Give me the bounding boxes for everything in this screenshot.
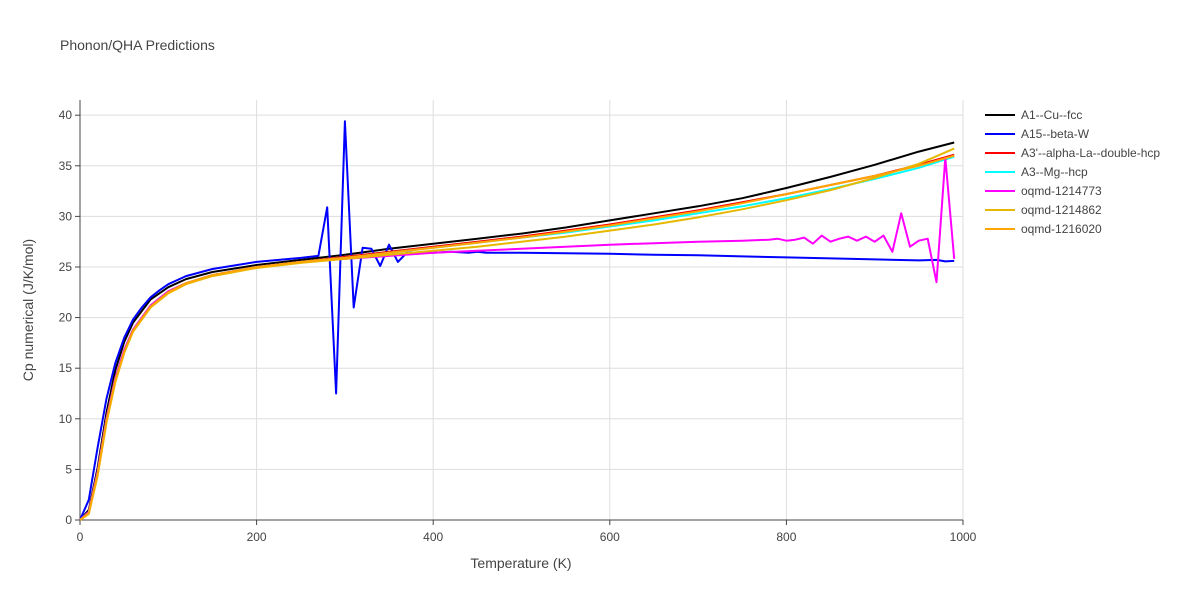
plot-area [79,120,956,521]
x-tick-label: 600 [600,530,620,544]
chart-title: Phonon/QHA Predictions [60,37,215,53]
series-line-a3-mg-hcp[interactable] [79,155,955,521]
legend-label: A3'--alpha-La--double-hcp [1021,146,1160,160]
legend-item-oqmd-1214862[interactable]: oqmd-1214862 [985,203,1102,217]
legend-item-oqmd-1216020[interactable]: oqmd-1216020 [985,222,1102,236]
series-line-oqmd-1214773[interactable] [79,156,956,521]
x-tick-label: 800 [776,530,796,544]
legend-label: A3--Mg--hcp [1021,165,1088,179]
series-line-oqmd-1216020[interactable] [79,154,955,521]
legend-label: A1--Cu--fcc [1021,108,1082,122]
legend-item-a3-mg-hcp[interactable]: A3--Mg--hcp [985,165,1088,179]
y-tick-label: 15 [59,361,73,375]
grid-lines [79,100,964,521]
y-tick-label: 5 [65,462,72,476]
legend-label: oqmd-1214773 [1021,184,1102,198]
y-tick-label: 25 [59,260,73,274]
y-tick-label: 35 [59,159,73,173]
x-tick-label: 200 [247,530,267,544]
series-line-oqmd-1214862[interactable] [79,147,955,521]
y-axis-title: Cp numerical (J/K/mol) [20,239,36,381]
x-tick-label: 0 [77,530,84,544]
y-tick-label: 0 [65,513,72,527]
series-line-a15-beta-w[interactable] [79,120,955,521]
axes: 0 200 400 600 800 1000 0 5 10 15 20 25 30 35 40 [59,100,977,544]
y-tick-label: 20 [59,311,73,325]
x-tick-label: 400 [423,530,443,544]
legend-item-a1-cu-fcc[interactable]: A1--Cu--fcc [985,108,1082,122]
y-tick-label: 10 [59,412,73,426]
x-axis-title: Temperature (K) [470,555,571,571]
x-tick-label: 1000 [950,530,977,544]
legend-label: oqmd-1214862 [1021,203,1102,217]
series-line-a1-cu-fcc[interactable] [79,141,955,521]
y-tick-label: 30 [59,209,73,223]
legend-label: A15--beta-W [1021,127,1090,141]
legend[interactable]: A1--Cu--fcc A15--beta-W A3'--alpha-La--dou… [985,108,1160,236]
legend-item-a3-alpha-la-double-hcp[interactable]: A3'--alpha-La--double-hcp [985,146,1160,160]
legend-label: oqmd-1216020 [1021,222,1102,236]
y-tick-label: 40 [59,108,73,122]
series-line-a3-alpha-la-double-hcp[interactable] [79,153,955,521]
legend-item-oqmd-1214773[interactable]: oqmd-1214773 [985,184,1102,198]
legend-item-a15-beta-w[interactable]: A15--beta-W [985,127,1090,141]
